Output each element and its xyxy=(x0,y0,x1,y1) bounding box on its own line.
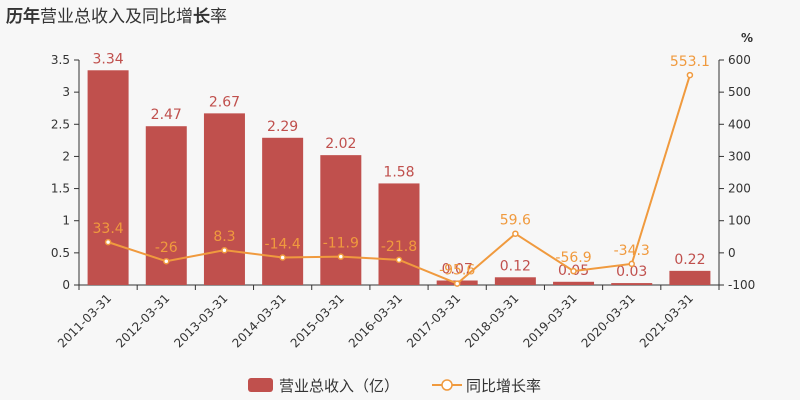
title-part: 营业总 xyxy=(40,7,91,27)
y-right-tick-label: 500 xyxy=(728,85,751,99)
bar xyxy=(320,155,362,285)
bar-value-label: 2.02 xyxy=(325,136,356,152)
bar-value-label: 0.07 xyxy=(442,262,473,278)
title-part: 历年 xyxy=(6,7,40,27)
bar xyxy=(378,183,420,285)
legend-bar-label: 营业总收入（亿） xyxy=(279,377,399,395)
growth-value-label: -26 xyxy=(155,240,178,256)
growth-value-label: -14.4 xyxy=(265,236,301,252)
y-right-tick-label: 400 xyxy=(728,117,751,131)
x-tick-label: 2011-03-31 xyxy=(55,291,114,350)
x-tick-label: 2020-03-31 xyxy=(579,291,638,350)
growth-point xyxy=(570,267,577,275)
bar xyxy=(553,281,595,285)
bar xyxy=(494,277,536,285)
title-part: 率 xyxy=(210,7,227,27)
growth-value-label: 8.3 xyxy=(213,229,235,245)
x-tick-label: 2013-03-31 xyxy=(171,291,230,350)
growth-point xyxy=(163,257,170,265)
bar xyxy=(203,113,245,285)
y-left-tick-label: 1 xyxy=(62,214,70,228)
bar-value-label: 0.22 xyxy=(674,252,705,268)
x-tick-label: 2012-03-31 xyxy=(113,291,172,350)
x-tick-label: 2015-03-31 xyxy=(288,291,347,350)
y-right-unit: % xyxy=(741,31,753,45)
y-left-tick-label: 3 xyxy=(62,85,70,99)
bar-value-label: 0.12 xyxy=(500,258,531,274)
growth-point xyxy=(395,256,403,264)
growth-point xyxy=(686,71,694,79)
bar-value-label: 1.58 xyxy=(383,164,414,180)
growth-value-label: 33.4 xyxy=(93,221,124,237)
y-right-tick-label: 300 xyxy=(728,149,751,163)
y-left-tick-label: 3.5 xyxy=(51,53,70,67)
x-tick-label: 2018-03-31 xyxy=(462,291,521,350)
bar xyxy=(669,270,711,285)
bar xyxy=(87,70,129,286)
growth-point xyxy=(279,254,286,261)
y-left-tick-label: 2.5 xyxy=(51,117,70,131)
growth-value-label: 59.6 xyxy=(500,213,531,229)
y-right-tick-label: 0 xyxy=(728,246,736,260)
legend-line-label: 同比增长率 xyxy=(466,377,541,395)
bar xyxy=(611,283,653,285)
growth-value-label: -95.6 xyxy=(439,263,475,279)
growth-point xyxy=(628,260,635,268)
legend-line-marker xyxy=(441,379,453,391)
x-tick-label: 2014-03-31 xyxy=(230,291,289,350)
growth-value-label: 553.1 xyxy=(670,54,710,70)
bar-value-label: 0.03 xyxy=(616,264,647,280)
growth-point xyxy=(453,280,461,287)
growth-value-label: -34.3 xyxy=(614,243,650,259)
growth-value-label: -21.8 xyxy=(381,239,417,255)
y-left-tick-label: 0 xyxy=(62,278,70,292)
title-part: 长 xyxy=(193,7,210,27)
title-part: 收入及同比增 xyxy=(91,7,193,27)
y-left-tick-label: 1.5 xyxy=(51,182,70,196)
x-tick-label: 2016-03-31 xyxy=(346,291,405,350)
bar-value-label: 2.67 xyxy=(209,94,240,110)
growth-point xyxy=(104,238,112,246)
growth-value-label: -11.9 xyxy=(323,236,359,252)
y-right-tick-label: 600 xyxy=(728,53,751,67)
growth-point xyxy=(221,246,228,254)
bar xyxy=(262,137,304,285)
x-tick-label: 2021-03-31 xyxy=(637,291,696,350)
chart-title: 历年营业总收入及同比增长率 xyxy=(6,2,227,27)
legend-bar-swatch xyxy=(248,378,273,392)
bar-value-label: 3.34 xyxy=(93,51,124,67)
x-tick-label: 2017-03-31 xyxy=(404,291,463,350)
growth-point xyxy=(512,230,519,237)
bar-value-label: 2.29 xyxy=(267,119,298,135)
y-right-tick-label: 200 xyxy=(728,182,751,196)
y-left-tick-label: 2 xyxy=(62,149,70,163)
y-left-tick-label: 0.5 xyxy=(51,246,70,260)
bar-value-label: 2.47 xyxy=(151,107,182,123)
growth-point xyxy=(337,253,345,260)
growth-value-label: -56.9 xyxy=(555,250,591,266)
y-right-tick-label: -100 xyxy=(728,278,755,292)
x-tick-label: 2019-03-31 xyxy=(520,291,579,350)
y-right-tick-label: 100 xyxy=(728,214,751,228)
